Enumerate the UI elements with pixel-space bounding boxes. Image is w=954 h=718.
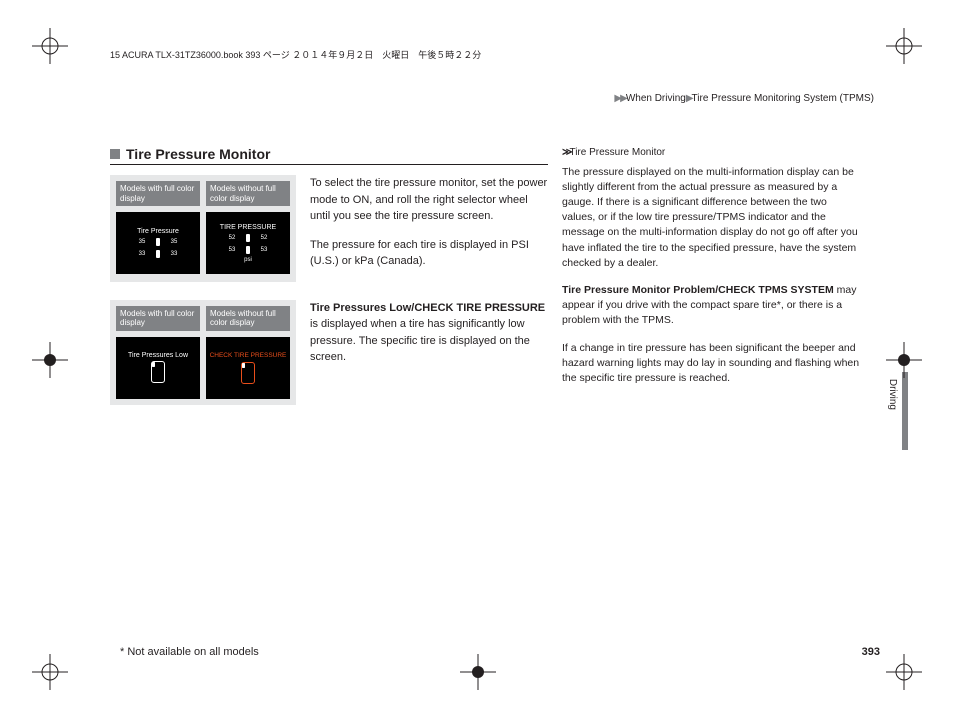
crop-mark-icon: [460, 654, 496, 690]
color-display-tire-pressure: Tire Pressure 35 35 33 33: [116, 212, 200, 274]
main-p3: Tire Pressures Low/CHECK TIRE PRESSURE i…: [310, 300, 548, 366]
car-outline-icon: [241, 362, 255, 384]
tire-icon: [246, 246, 250, 254]
p3-rest: is displayed when a tire has significant…: [310, 318, 530, 363]
tire-icon: [246, 234, 250, 242]
breadcrumb-arrow: ▶▶: [614, 93, 625, 104]
mono-display-tire-pressure: TIRE PRESSURE 52 52 53 53 psi: [206, 212, 290, 274]
tire-icon: [156, 238, 160, 246]
label-with-color: Models with full color display: [116, 181, 200, 206]
side-p3: If a change in tire pressure has been si…: [562, 341, 862, 387]
sidebar-heading: ≫Tire Pressure Monitor: [562, 146, 862, 161]
section-title-text: Tire Pressure Monitor: [126, 146, 270, 162]
tire-val: 33: [171, 251, 178, 257]
crop-mark-icon: [32, 342, 68, 378]
tire-val: 52: [229, 235, 236, 241]
square-bullet-icon: [110, 149, 120, 159]
display-title: Tire Pressures Low: [128, 352, 188, 359]
main-p1: To select the tire pressure monitor, set…: [310, 175, 548, 225]
book-header: 15 ACURA TLX-31TZ36000.book 393 ページ ２０１４…: [110, 48, 880, 61]
tire-val: 35: [171, 239, 178, 245]
tire-val: 53: [261, 247, 268, 253]
color-display-low: Tire Pressures Low: [116, 337, 200, 399]
crop-mark-icon: [32, 28, 68, 64]
crop-mark-icon: [32, 654, 68, 690]
tire-val: 52: [261, 235, 268, 241]
display-title: CHECK TIRE PRESSURE: [210, 352, 287, 360]
display-panel-1: Models with full color display Models wi…: [110, 175, 296, 282]
tire-val: 35: [139, 239, 146, 245]
label-without-color: Models without full color display: [206, 306, 290, 331]
sidebar-heading-text: Tire Pressure Monitor: [569, 147, 665, 158]
label-without-color: Models without full color display: [206, 181, 290, 206]
p3-lead: Tire Pressures Low/CHECK TIRE PRESSURE: [310, 302, 545, 314]
display-title: TIRE PRESSURE: [220, 224, 276, 231]
display-panel-2: Models with full color display Models wi…: [110, 300, 296, 405]
tire-icon: [156, 250, 160, 258]
car-outline-icon: [151, 361, 165, 383]
side-p2: Tire Pressure Monitor Problem/CHECK TPMS…: [562, 283, 862, 329]
section-title: Tire Pressure Monitor: [110, 146, 548, 165]
breadcrumb-seg1: When Driving: [626, 93, 686, 104]
main-p2: The pressure for each tire is displayed …: [310, 237, 548, 270]
tire-val: 33: [139, 251, 146, 257]
footnote: * Not available on all models: [120, 646, 259, 658]
breadcrumb: ▶▶When Driving▶Tire Pressure Monitoring …: [110, 93, 880, 104]
tab-bar: [902, 372, 908, 450]
side-p2-lead: Tire Pressure Monitor Problem/CHECK TPMS…: [562, 284, 834, 296]
breadcrumb-seg2: Tire Pressure Monitoring System (TPMS): [692, 93, 874, 104]
tire-val: 53: [229, 247, 236, 253]
page-number: 393: [862, 646, 880, 658]
label-with-color: Models with full color display: [116, 306, 200, 331]
crop-mark-icon: [886, 342, 922, 378]
tab-label: Driving: [887, 379, 898, 410]
section-tab: Driving: [892, 372, 908, 450]
crop-mark-icon: [886, 654, 922, 690]
crop-mark-icon: [886, 28, 922, 64]
display-title: Tire Pressure: [137, 228, 179, 235]
mono-display-check: CHECK TIRE PRESSURE: [206, 337, 290, 399]
unit-label: psi: [244, 257, 252, 263]
side-p1: The pressure displayed on the multi-info…: [562, 165, 862, 272]
